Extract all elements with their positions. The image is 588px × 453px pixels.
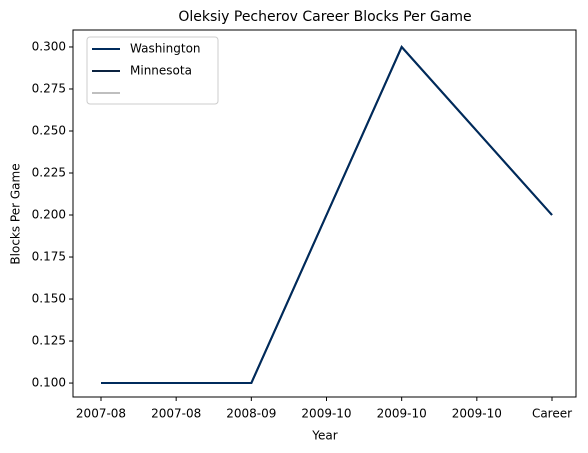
legend-label: Washington: [130, 42, 201, 56]
y-tick-label: 0.150: [32, 292, 66, 306]
x-tick-label: 2007-08: [76, 407, 126, 421]
y-tick-label: 0.200: [32, 208, 66, 222]
line: [101, 45, 553, 385]
x-tick-label: 2007-08: [151, 407, 201, 421]
x-tick-label: 2009-10: [452, 407, 502, 421]
y-tick-label: 0.275: [32, 81, 66, 95]
y-tick-label: 0.175: [32, 250, 66, 264]
y-tick-label: 0.225: [32, 166, 66, 180]
x-tick-label: 2008-09: [226, 407, 276, 421]
y-tick-label: 0.125: [32, 334, 66, 348]
y-tick-label: 0.250: [32, 123, 66, 137]
x-tick-label: Career: [532, 407, 572, 421]
y-axis-label: Blocks Per Game: [9, 163, 23, 264]
legend-label: Minnesota: [130, 64, 192, 78]
chart-title: Oleksiy Pecherov Career Blocks Per Game: [178, 9, 471, 25]
x-tick-label: 2009-10: [301, 407, 351, 421]
y-tick-label: 0.300: [32, 39, 66, 53]
legend-box: [86, 36, 219, 105]
axes-frame: [72, 29, 577, 398]
x-axis-label: Year: [311, 429, 337, 443]
y-tick-label: 0.100: [32, 376, 66, 390]
x-tick-label: 2009-10: [377, 407, 427, 421]
